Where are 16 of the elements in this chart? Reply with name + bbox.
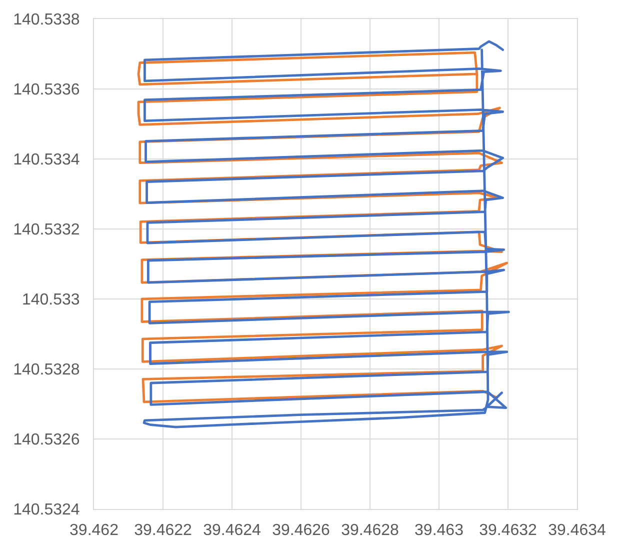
y-tick-label: 140.5326 — [13, 432, 80, 449]
y-tick-label: 140.5334 — [13, 152, 80, 169]
y-tick-label: 140.5336 — [13, 82, 80, 99]
y-tick-label: 140.533 — [22, 292, 80, 309]
x-tick-label: 39.463 — [414, 522, 464, 540]
y-tick-label: 140.5338 — [13, 12, 80, 29]
y-tick-label: 140.5332 — [13, 222, 80, 239]
x-tick-label: 39.4624 — [203, 522, 262, 540]
y-tick-label: 140.5324 — [13, 502, 80, 519]
x-tick-label: 39.4632 — [479, 522, 538, 540]
x-tick-label: 39.462 — [70, 522, 119, 540]
x-tick-label: 39.4634 — [548, 522, 606, 540]
y-tick-label: 140.5328 — [13, 362, 80, 379]
x-tick-label: 39.4622 — [134, 522, 192, 540]
x-tick-label: 39.4626 — [272, 522, 330, 540]
x-tick-label: 39.4628 — [341, 522, 400, 540]
